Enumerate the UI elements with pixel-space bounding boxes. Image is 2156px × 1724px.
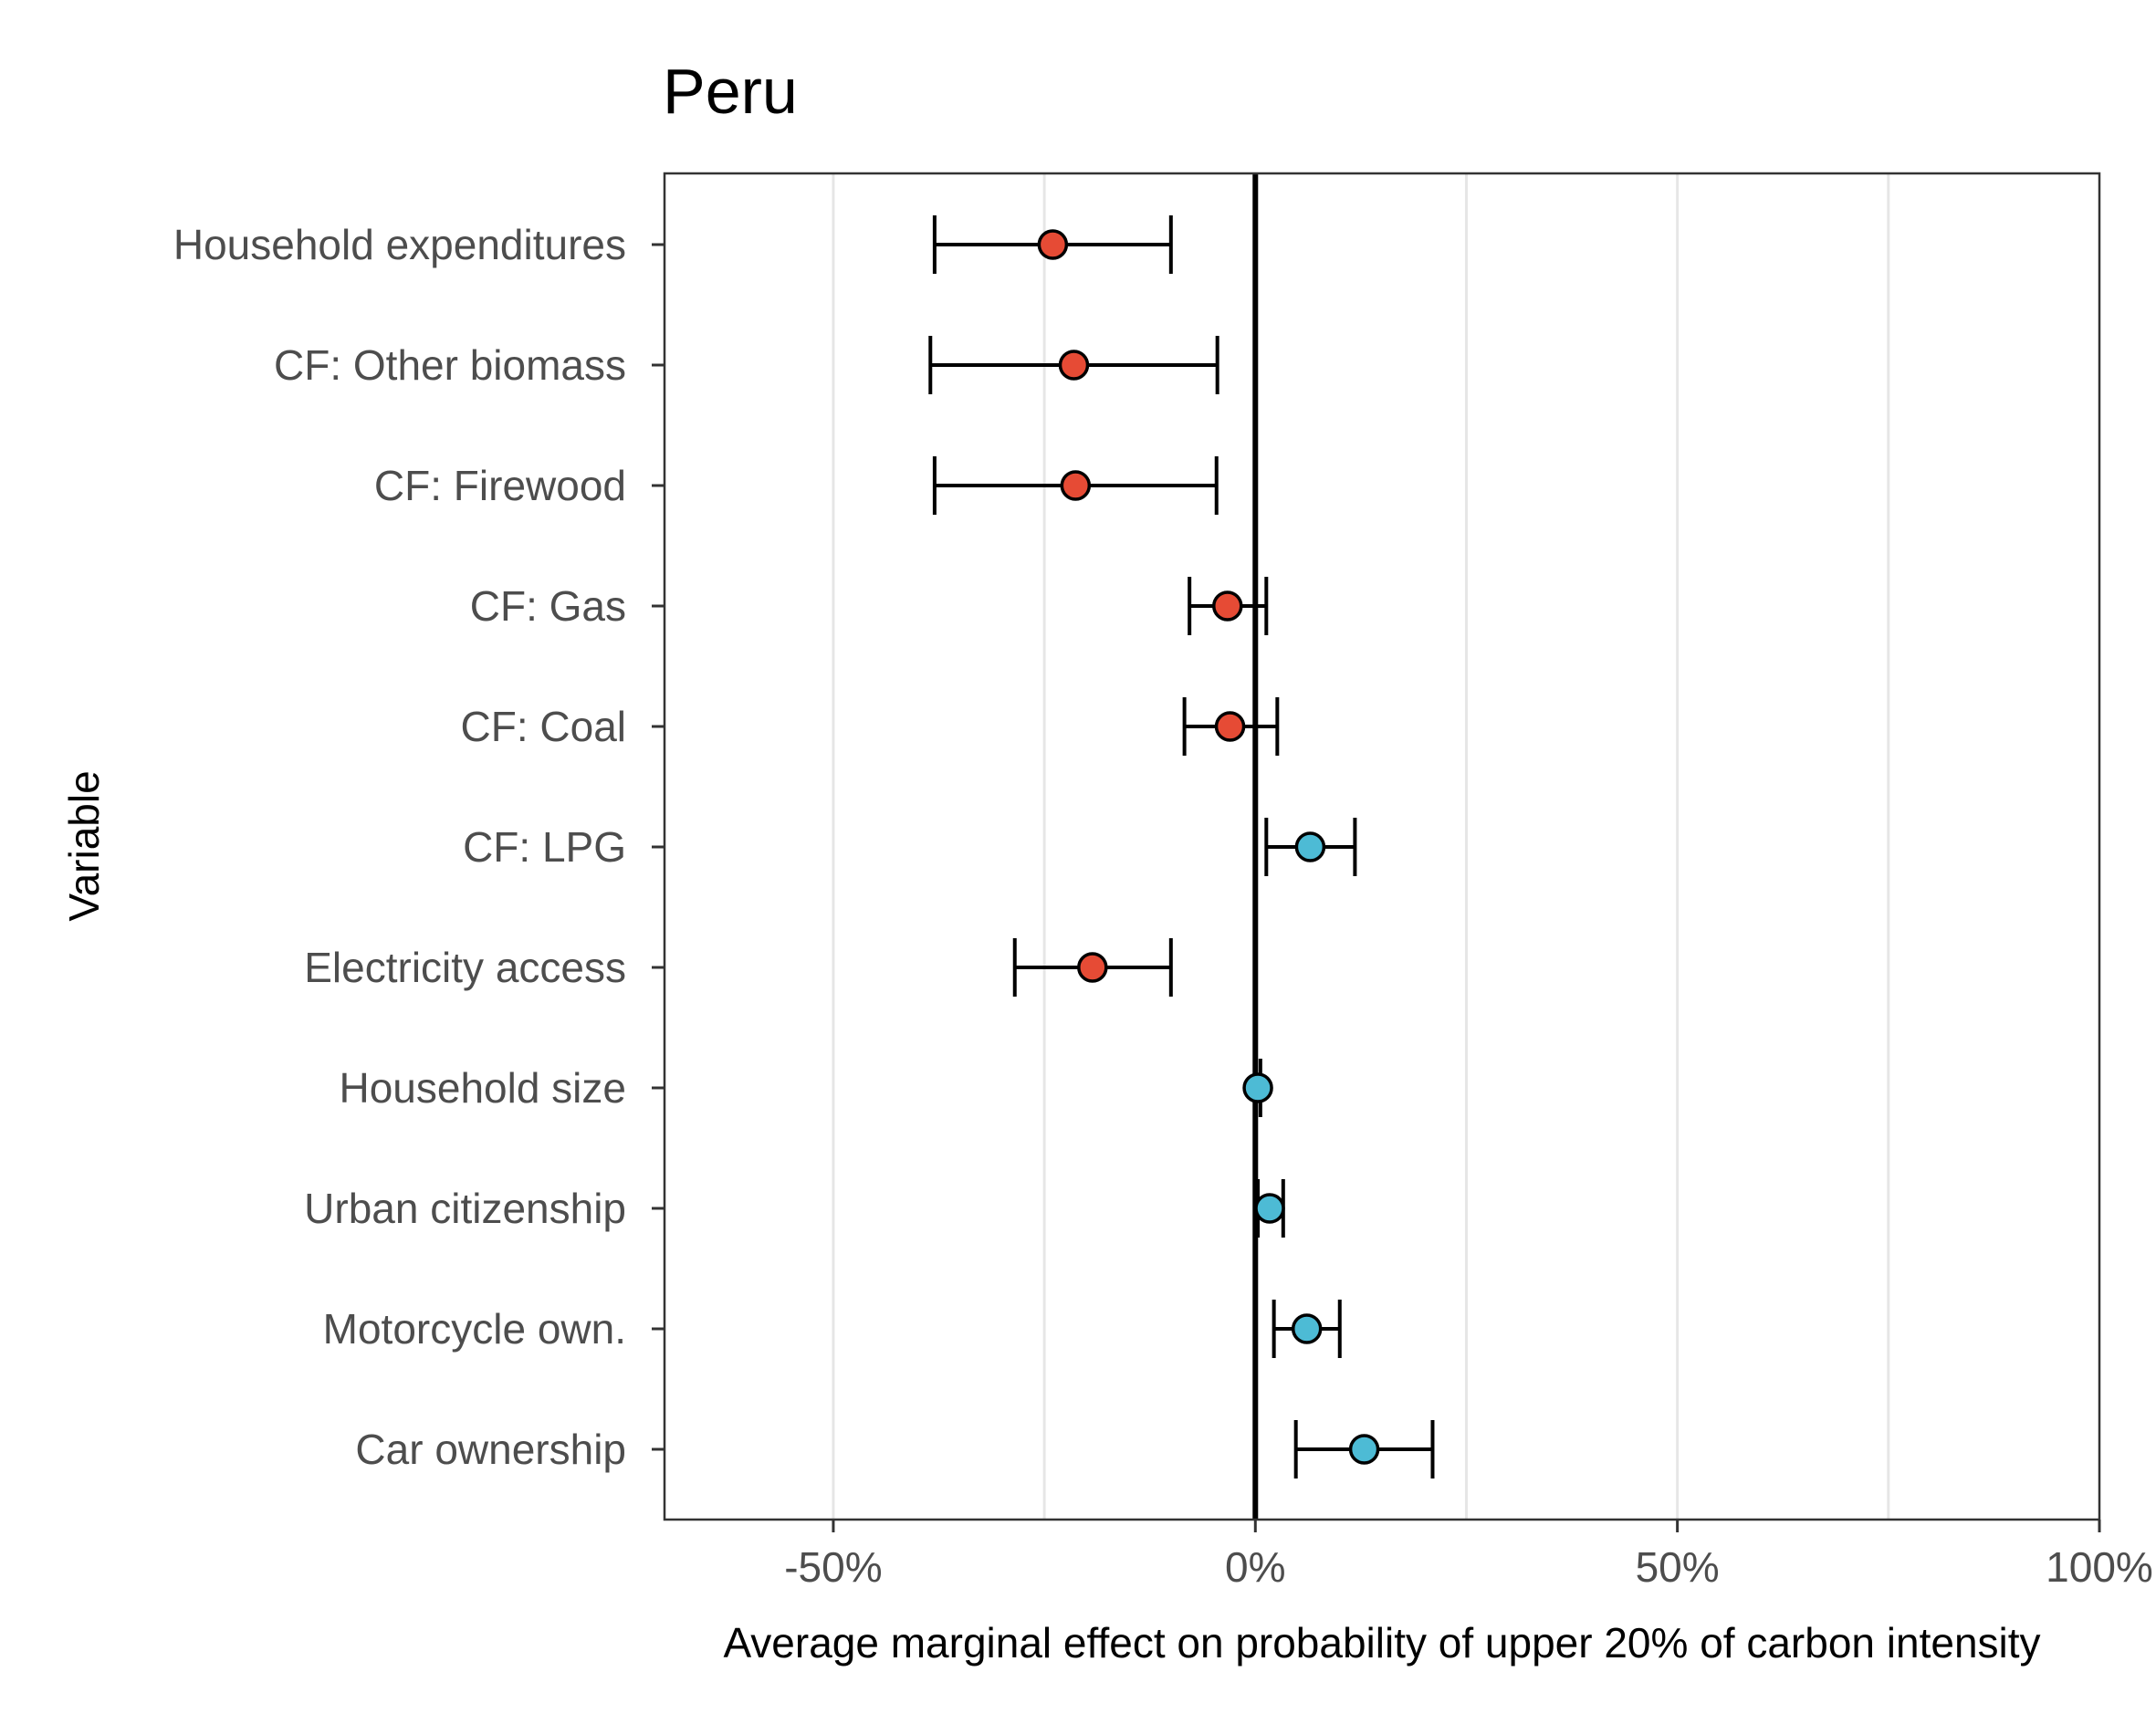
y-axis-ticks: Household expenditures CF: Other biomass C… bbox=[173, 221, 665, 1473]
y-tick-label: Car ownership bbox=[355, 1426, 626, 1473]
point-estimate bbox=[1291, 1313, 1323, 1344]
chart-title: Peru bbox=[663, 56, 798, 127]
y-tick-label: CF: LPG bbox=[463, 823, 626, 871]
point-estimate bbox=[1212, 590, 1243, 622]
y-tick-label: Household size bbox=[339, 1064, 626, 1112]
plot-panel-border bbox=[663, 172, 2101, 1521]
x-axis-title: Average marginal effect on probability o… bbox=[723, 1619, 2040, 1667]
y-tick-label: CF: Gas bbox=[470, 582, 626, 630]
y-tick-label: CF: Coal bbox=[461, 703, 626, 750]
x-tick-label: 50% bbox=[1636, 1543, 1720, 1591]
y-tick-label: Household expenditures bbox=[173, 221, 626, 268]
point-estimate bbox=[1348, 1434, 1380, 1465]
point-estimate bbox=[1058, 350, 1090, 381]
y-tick-label: Electricity access bbox=[304, 944, 626, 991]
point-estimate bbox=[1077, 952, 1108, 983]
point-estimate bbox=[1254, 1193, 1285, 1224]
point-estimate bbox=[1037, 229, 1069, 260]
x-tick-label: -50% bbox=[784, 1543, 882, 1591]
y-tick-label: CF: Other biomass bbox=[274, 341, 626, 389]
y-tick-label: CF: Firewood bbox=[374, 462, 626, 509]
y-tick-label: Urban citizenship bbox=[304, 1185, 626, 1232]
y-axis-title: Variable bbox=[60, 770, 108, 921]
point-estimate bbox=[1242, 1072, 1273, 1103]
point-estimate bbox=[1214, 711, 1246, 742]
point-estimate bbox=[1294, 831, 1326, 862]
x-tick-label: 0% bbox=[1225, 1543, 1285, 1591]
y-tick-label: Motorcycle own. bbox=[323, 1305, 626, 1353]
point-estimate bbox=[1060, 470, 1092, 501]
x-axis-ticks: -50% 0% 50% 100% bbox=[784, 1520, 2153, 1591]
x-tick-label: 100% bbox=[2046, 1543, 2153, 1591]
points-layer bbox=[928, 215, 1435, 1478]
grid-lines bbox=[832, 173, 1890, 1520]
